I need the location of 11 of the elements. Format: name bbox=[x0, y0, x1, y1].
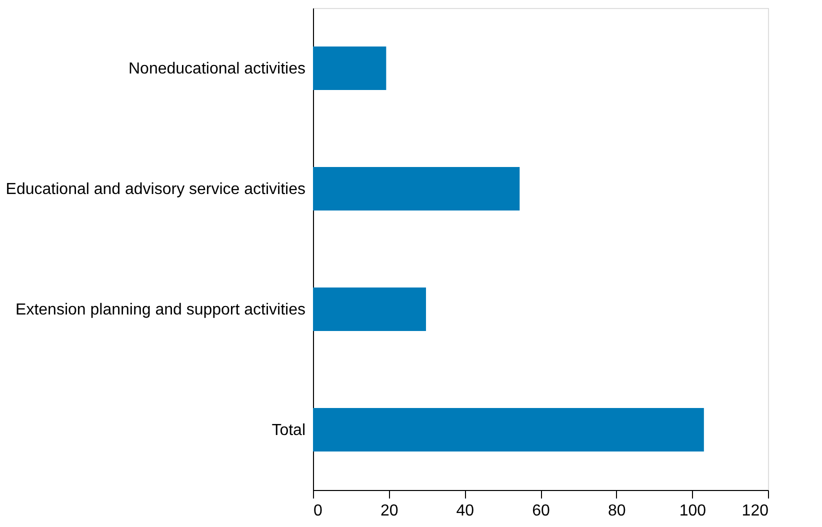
x-tick-label: 20 bbox=[380, 502, 398, 520]
y-tick-label: Extension planning and support activities bbox=[16, 301, 306, 318]
x-tick-label: 100 bbox=[679, 502, 706, 520]
x-tick-label: 80 bbox=[608, 502, 626, 520]
y-tick-label: Educational and advisory service activities bbox=[6, 180, 306, 198]
x-tick-label: 0 bbox=[314, 502, 322, 520]
y-tick-label: Total bbox=[272, 422, 306, 439]
x-tick-label: 120 bbox=[742, 502, 769, 520]
x-tick-label: 40 bbox=[456, 502, 474, 520]
x-tick-label: 60 bbox=[532, 502, 550, 520]
y-tick-label: Noneducational activities bbox=[128, 60, 306, 78]
